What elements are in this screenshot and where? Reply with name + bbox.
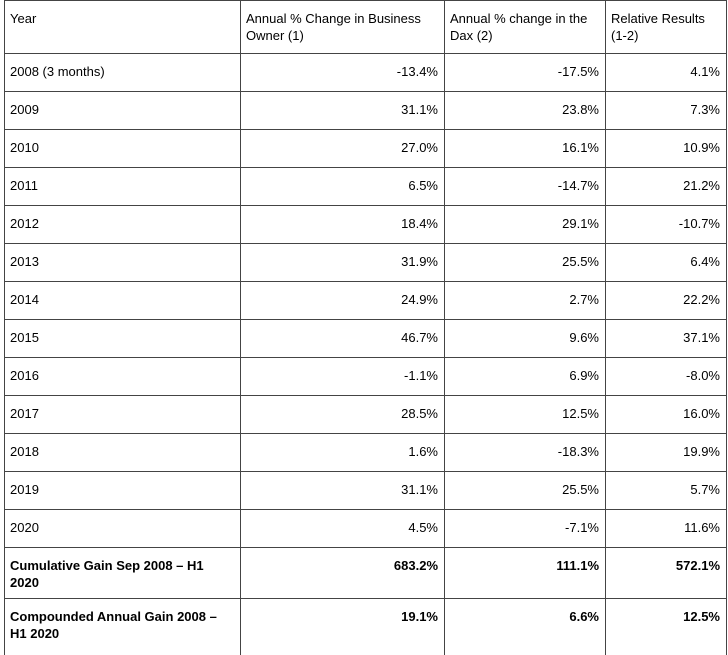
value-cell: -1.1%: [240, 357, 445, 396]
year-row: 2016 -1.1% 6.9% -8.0%: [4, 357, 727, 396]
row-label: Cumulative Gain Sep 2008 – H1 2020: [4, 547, 241, 599]
value-cell: 29.1%: [444, 205, 606, 244]
value-cell: 7.3%: [605, 91, 727, 130]
value-cell: 27.0%: [240, 129, 445, 168]
value-cell: 6.9%: [444, 357, 606, 396]
value-cell: -10.7%: [605, 205, 727, 244]
value-cell: 6.6%: [444, 598, 606, 655]
row-label: 2019: [4, 471, 241, 510]
year-row: 2018 1.6% -18.3% 19.9%: [4, 433, 727, 472]
row-label: 2016: [4, 357, 241, 396]
value-cell: -8.0%: [605, 357, 727, 396]
value-cell: 19.9%: [605, 433, 727, 472]
row-label: 2015: [4, 319, 241, 358]
row-label: 2017: [4, 395, 241, 434]
row-label: 2008 (3 months): [4, 53, 241, 92]
value-cell: 37.1%: [605, 319, 727, 358]
year-row: 2013 31.9% 25.5% 6.4%: [4, 243, 727, 282]
value-cell: 31.1%: [240, 471, 445, 510]
value-cell: 21.2%: [605, 167, 727, 206]
value-cell: -14.7%: [444, 167, 606, 206]
value-cell: 28.5%: [240, 395, 445, 434]
value-cell: 22.2%: [605, 281, 727, 320]
value-cell: 12.5%: [444, 395, 606, 434]
value-cell: 24.9%: [240, 281, 445, 320]
row-label: 2013: [4, 243, 241, 282]
row-label: 2011: [4, 167, 241, 206]
summary-row: Cumulative Gain Sep 2008 – H1 2020 683.2%…: [4, 547, 727, 599]
row-label: Compounded Annual Gain 2008 – H1 2020: [4, 598, 241, 655]
value-cell: 5.7%: [605, 471, 727, 510]
value-cell: 31.9%: [240, 243, 445, 282]
value-cell: 9.6%: [444, 319, 606, 358]
header-cell: Annual % Change in Business Owner (1): [240, 0, 445, 54]
value-cell: 111.1%: [444, 547, 606, 599]
value-cell: 2.7%: [444, 281, 606, 320]
value-cell: 25.5%: [444, 243, 606, 282]
year-row: 2010 27.0% 16.1% 10.9%: [4, 129, 727, 168]
value-cell: 31.1%: [240, 91, 445, 130]
table-body: 2008 (3 months) -13.4% -17.5% 4.1% 2009 31.1%…: [4, 53, 727, 655]
year-row: 2011 6.5% -14.7% 21.2%: [4, 167, 727, 206]
row-label: 2012: [4, 205, 241, 244]
value-cell: 18.4%: [240, 205, 445, 244]
header-cell: Year: [4, 0, 241, 54]
value-cell: -18.3%: [444, 433, 606, 472]
row-label: 2020: [4, 509, 241, 548]
value-cell: 16.1%: [444, 129, 606, 168]
year-row: 2017 28.5% 12.5% 16.0%: [4, 395, 727, 434]
row-label: 2010: [4, 129, 241, 168]
year-row: 2019 31.1% 25.5% 5.7%: [4, 471, 727, 510]
value-cell: -13.4%: [240, 53, 445, 92]
year-row: 2014 24.9% 2.7% 22.2%: [4, 281, 727, 320]
returns-table: Year Annual % Change in Business Owner (1…: [4, 0, 727, 655]
value-cell: 4.1%: [605, 53, 727, 92]
row-label: 2018: [4, 433, 241, 472]
header-row: Year Annual % Change in Business Owner (1…: [4, 0, 727, 54]
year-row: 2012 18.4% 29.1% -10.7%: [4, 205, 727, 244]
year-row: 2008 (3 months) -13.4% -17.5% 4.1%: [4, 53, 727, 92]
value-cell: 683.2%: [240, 547, 445, 599]
value-cell: 11.6%: [605, 509, 727, 548]
value-cell: 10.9%: [605, 129, 727, 168]
value-cell: -17.5%: [444, 53, 606, 92]
year-row: 2015 46.7% 9.6% 37.1%: [4, 319, 727, 358]
value-cell: 4.5%: [240, 509, 445, 548]
summary-row: Compounded Annual Gain 2008 – H1 2020 19.…: [4, 598, 727, 655]
value-cell: 572.1%: [605, 547, 727, 599]
value-cell: 12.5%: [605, 598, 727, 655]
value-cell: -7.1%: [444, 509, 606, 548]
header-cell: Relative Results (1-2): [605, 0, 727, 54]
value-cell: 19.1%: [240, 598, 445, 655]
value-cell: 6.5%: [240, 167, 445, 206]
row-label: 2009: [4, 91, 241, 130]
value-cell: 6.4%: [605, 243, 727, 282]
value-cell: 16.0%: [605, 395, 727, 434]
value-cell: 23.8%: [444, 91, 606, 130]
value-cell: 25.5%: [444, 471, 606, 510]
header-cell: Annual % change in the Dax (2): [444, 0, 606, 54]
value-cell: 46.7%: [240, 319, 445, 358]
row-label: 2014: [4, 281, 241, 320]
value-cell: 1.6%: [240, 433, 445, 472]
year-row: 2009 31.1% 23.8% 7.3%: [4, 91, 727, 130]
year-row: 2020 4.5% -7.1% 11.6%: [4, 509, 727, 548]
